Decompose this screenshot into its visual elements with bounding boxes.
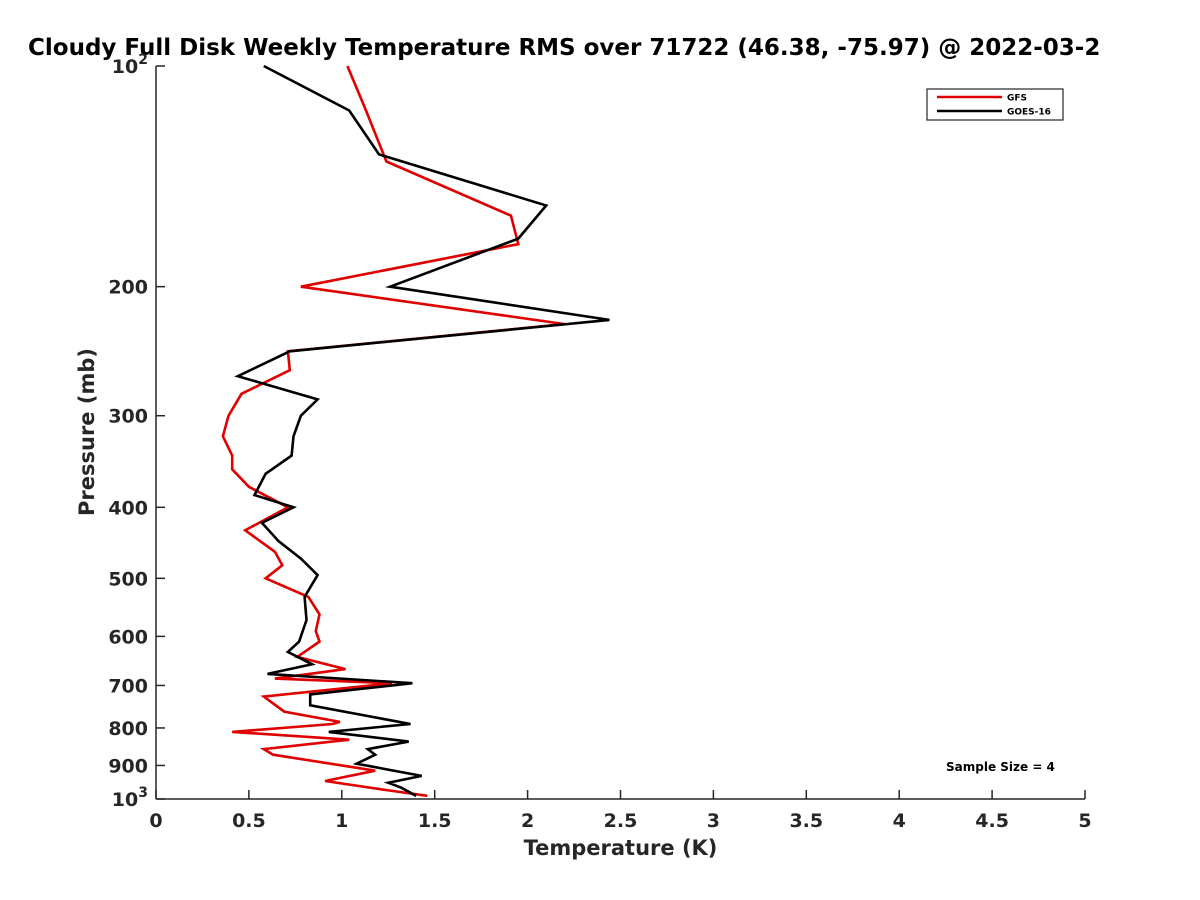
legend-label: GOES-16 (1007, 108, 1051, 118)
y-tick-label: 800 (108, 718, 148, 740)
y-tick-label: 700 (108, 675, 148, 697)
y-tick-label: 400 (108, 497, 148, 519)
x-tick-label: 1 (335, 810, 348, 832)
y-tick-label: 102 (112, 52, 148, 78)
y-axis-label: Pressure (mb) (75, 348, 99, 516)
x-tick-label: 5 (1078, 810, 1091, 832)
sample-size-annotation: Sample Size = 4 (946, 760, 1055, 774)
x-tick-label: 3.5 (789, 810, 823, 832)
y-tick-label: 103 (112, 785, 148, 811)
x-tick-label: 2 (521, 810, 534, 832)
x-tick-label: 1.5 (418, 810, 452, 832)
plot-area (221, 64, 610, 798)
legend-label: GFS (1007, 94, 1027, 104)
axes: 0 0.5 1 1.5 2 2.5 3 3.5 4 4.5 5 102 200 300 400 500 600 7… (108, 52, 1091, 832)
series-line-goes-16 (234, 64, 610, 797)
x-tick-label: 4 (893, 810, 906, 832)
y-tick-label: 500 (108, 568, 148, 590)
x-tick-label: 4.5 (975, 810, 1009, 832)
y-tick-label: 300 (108, 406, 148, 428)
y-tick-label: 900 (108, 755, 148, 777)
x-tick-label: 0.5 (232, 810, 266, 832)
chart-title: Cloudy Full Disk Weekly Temperature RMS … (28, 35, 1100, 61)
legend-box (926, 88, 1064, 121)
x-tick-label: 3 (707, 810, 720, 832)
y-tick-label: 200 (108, 277, 148, 299)
x-axis-label: Temperature (K) (524, 836, 718, 860)
x-tick-label: 2.5 (604, 810, 638, 832)
legend: GFS GOES-16 (926, 88, 1064, 121)
x-tick-label: 0 (149, 810, 162, 832)
y-tick-label: 600 (108, 626, 148, 648)
